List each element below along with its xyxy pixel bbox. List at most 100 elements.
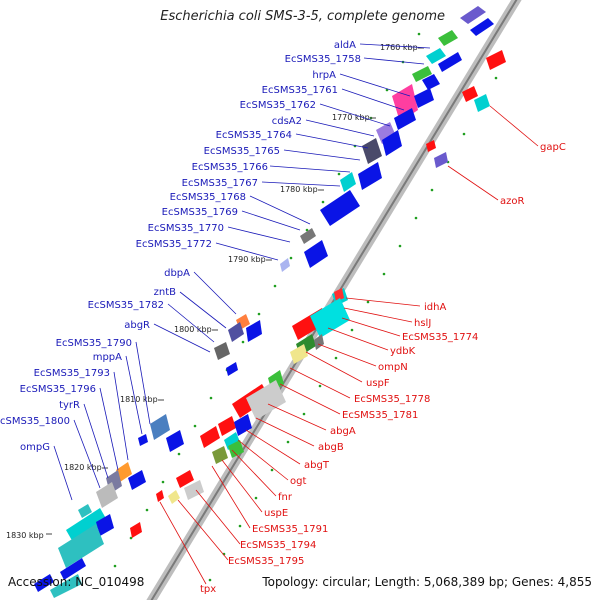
gene-label: EcSMS35_1767 <box>182 178 258 189</box>
gene-label: ompN <box>378 362 408 373</box>
gene-label: EcSMS35_1769 <box>162 207 238 218</box>
gene-label: uspF <box>366 378 390 389</box>
gene-block <box>358 162 382 190</box>
gene-block <box>362 138 382 164</box>
gene-block <box>66 508 108 544</box>
gene-block <box>412 66 432 82</box>
gene-block <box>212 446 228 464</box>
gene-block <box>228 440 244 458</box>
gene-block <box>78 504 92 518</box>
gene-block <box>414 88 434 108</box>
gene-block <box>218 416 236 436</box>
gene-label: EcSMS35_1768 <box>170 192 246 203</box>
gene-label: idhA <box>424 302 446 313</box>
gene-block <box>226 362 238 376</box>
gene-label: ompG <box>20 442 50 453</box>
gene-label: EcSMS35_1794 <box>240 540 316 551</box>
gene-block <box>200 426 220 448</box>
gene-block <box>462 86 478 102</box>
kbp-label: 1810 kbp <box>120 395 158 404</box>
reverse-strand-genes <box>130 50 506 538</box>
gene-block <box>166 430 184 452</box>
gene-label: EcSMS35_1758 <box>285 54 361 65</box>
gene-block <box>394 108 416 130</box>
reverse-label-leaders <box>159 105 539 585</box>
gene-label: abgR <box>124 320 150 331</box>
gene-block <box>486 50 506 70</box>
gene-block <box>340 172 356 192</box>
gene-label: EcSMS35_1762 <box>240 100 316 111</box>
gene-label: aldA <box>334 40 356 51</box>
kbp-label: 1760 kbp <box>380 43 418 52</box>
gene-label: EcSMS35_1761 <box>262 85 338 96</box>
gene-block <box>128 470 146 490</box>
gene-block <box>96 482 118 508</box>
gene-block <box>290 344 308 364</box>
genome-summary-text: Topology: circular; Length: 5,068,389 bp… <box>262 575 592 589</box>
reverse-labels: gapC azoR idhA hslJ EcSMS35_1774 ydbK om… <box>200 142 566 595</box>
gene-label: EcSMS35_1796 <box>20 384 96 395</box>
gene-label: abgB <box>318 442 344 453</box>
gene-label: EcSMS35_1764 <box>216 130 292 141</box>
gene-block <box>434 152 448 168</box>
gene-label: dbpA <box>164 268 190 279</box>
gene-label: EcSMS35_1772 <box>136 239 212 250</box>
kbp-markers: 1760 kbp 1770 kbp 1780 kbp 1790 kbp 1800… <box>6 43 424 540</box>
gene-block <box>34 574 54 592</box>
gene-label: cdsA2 <box>272 116 302 127</box>
gene-label: hslJ <box>414 318 431 329</box>
gene-block <box>168 490 180 504</box>
kbp-label: 1830 kbp <box>6 531 44 540</box>
gene-label: EcSMS35_1790 <box>56 338 132 349</box>
gene-label: azoR <box>500 196 524 207</box>
accession-text: Accession: NC_010498 <box>8 575 145 589</box>
gene-block <box>176 470 194 488</box>
gene-block <box>320 190 360 226</box>
gene-label: abgA <box>330 426 356 437</box>
gene-block <box>314 334 324 350</box>
gene-block <box>474 94 490 112</box>
gene-label: EcSMS35_1781 <box>342 410 418 421</box>
gene-block <box>156 490 164 502</box>
gene-label: EcSMS35_1766 <box>192 162 268 173</box>
gene-block <box>300 228 316 244</box>
gene-block <box>334 288 344 302</box>
gene-block <box>58 524 104 568</box>
gene-label: EcSMS35_1778 <box>354 394 430 405</box>
gene-label: gapC <box>540 142 566 153</box>
gene-block <box>96 514 114 536</box>
gene-block <box>138 434 148 446</box>
gene-label: EcSMS35_1770 <box>148 223 224 234</box>
kbp-label: 1770 kbp <box>332 113 370 122</box>
gene-label: ogt <box>290 476 306 487</box>
forward-labels: aldA EcSMS35_1758 hrpA EcSMS35_1761 EcSM… <box>0 40 361 453</box>
gene-block <box>60 558 86 580</box>
gene-label: EcSMS35_1793 <box>34 368 110 379</box>
gene-block <box>310 298 350 338</box>
gene-label: tpx <box>200 584 216 595</box>
gene-block <box>280 258 290 272</box>
gene-block <box>150 414 170 440</box>
gene-label: EcSMS35_1800 <box>0 416 70 427</box>
gene-label: tyrR <box>59 400 80 411</box>
gene-label: hrpA <box>312 70 336 81</box>
forward-label-leaders <box>53 43 431 501</box>
kbp-label: 1820 kbp <box>64 463 102 472</box>
gene-label: EcSMS35_1774 <box>402 332 478 343</box>
gene-label: EcSMS35_1782 <box>88 300 164 311</box>
gene-block <box>382 130 402 156</box>
gene-label: EcSMS35_1765 <box>204 146 280 157</box>
kbp-label: 1780 kbp <box>280 185 318 194</box>
gene-block <box>116 462 132 482</box>
kbp-label: 1790 kbp <box>228 255 266 264</box>
gene-block <box>438 52 462 72</box>
gene-label: ydbK <box>390 346 416 357</box>
gene-block <box>422 74 440 90</box>
kbp-label: 1800 kbp <box>174 325 212 334</box>
gene-label: abgT <box>304 460 330 471</box>
gene-block <box>184 480 204 500</box>
genome-title: Escherichia coli SMS-3-5, complete genom… <box>160 9 445 24</box>
forward-strand-genes <box>34 6 494 598</box>
gene-label: zntB <box>154 287 177 298</box>
